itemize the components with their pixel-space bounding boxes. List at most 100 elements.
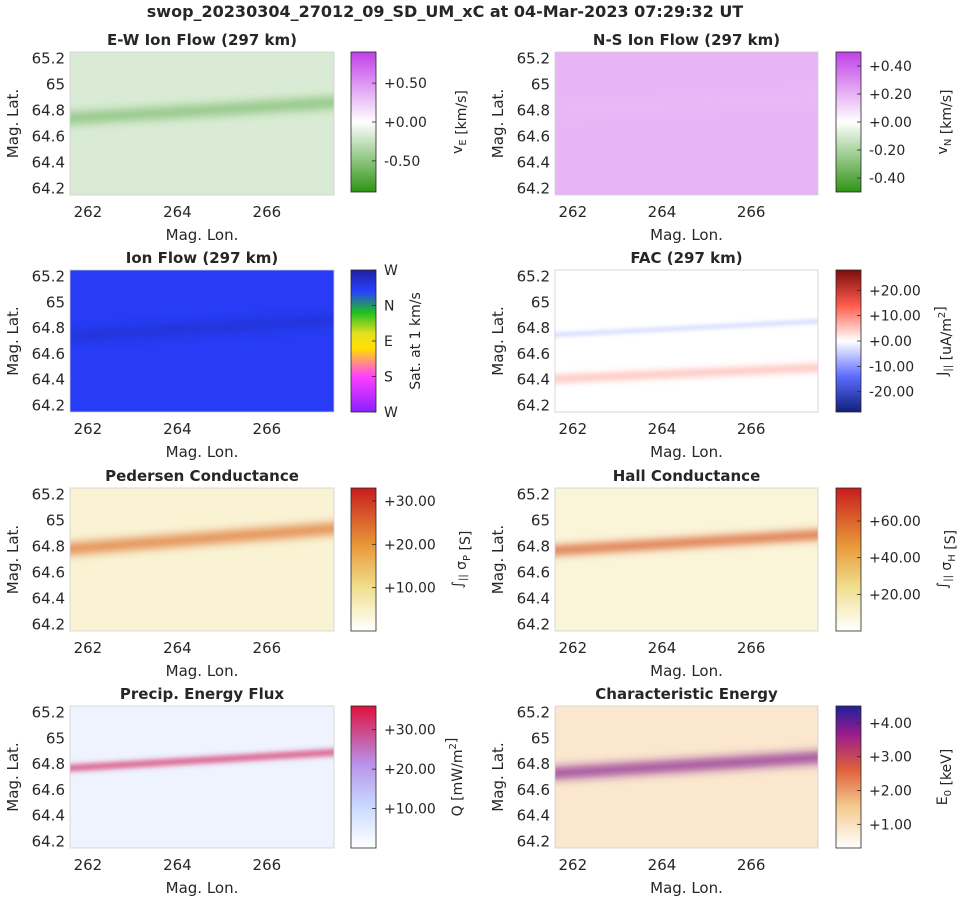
y-tick-label: 64.6: [517, 781, 550, 799]
colorbar-tick-label: +0.50: [384, 76, 427, 92]
colorbar-tick-label: +10.00: [869, 309, 921, 325]
colorbar-label: Sat. at 1 km/s: [408, 292, 424, 390]
colorbar-tick-label: +1.00: [869, 817, 912, 833]
y-tick-label: 64.2: [517, 833, 550, 851]
x-axis-label: Mag. Lon.: [166, 879, 239, 897]
x-axis-label: Mag. Lon.: [166, 443, 239, 461]
colorbar-label: E0 [keV]: [935, 749, 955, 805]
y-tick-label: 65: [46, 293, 65, 311]
heatmap-band: [555, 530, 818, 555]
heatmap-band: [70, 749, 334, 771]
heatmap-field: [555, 52, 818, 195]
axes-box: [69, 705, 335, 849]
panel-char: Characteristic Energy 65.2 65 64.8 64.6 64.4 6…: [489, 685, 955, 897]
y-tick-label: 64.6: [32, 781, 65, 799]
y-axis-label: Mag. Lat.: [4, 525, 22, 594]
y-tick-label: 64.4: [517, 154, 550, 172]
colorbar: [350, 487, 377, 632]
x-tick-label: 266: [737, 639, 766, 657]
colorbar-tick-label: +0.00: [869, 115, 912, 131]
axes-box: [554, 487, 819, 632]
panel-hall: Hall Conductance 65.2 65 64.8 64.6 64.4 64.2 26…: [489, 467, 959, 680]
y-tick-label: 64.4: [517, 807, 550, 825]
x-tick-label: 262: [559, 856, 588, 874]
y-tick-label: 64.4: [32, 807, 65, 825]
heatmap-band: [70, 523, 334, 554]
panel-title: Characteristic Energy: [595, 685, 778, 703]
axes-box: [554, 705, 819, 849]
x-tick-label: 264: [648, 420, 677, 438]
colorbar-tick-label: W: [384, 405, 398, 421]
colorbar-tick-label: N: [384, 299, 394, 315]
y-tick-label: 64.2: [32, 397, 65, 415]
panel-title: N-S Ion Flow (297 km): [593, 31, 780, 49]
y-tick-label: 64.2: [517, 397, 550, 415]
x-tick-label: 264: [163, 856, 192, 874]
colorbar-tick-label: +20.00: [384, 762, 436, 778]
heatmap-field: [70, 270, 334, 412]
y-tick-label: 64.6: [32, 564, 65, 582]
heatmap-band: [555, 364, 818, 383]
y-tick-label: 65: [46, 512, 65, 530]
panel-title: Hall Conductance: [613, 467, 761, 485]
y-tick-label: 64.6: [32, 128, 65, 146]
colorbar-tick-label: +0.40: [869, 59, 912, 75]
x-tick-label: 266: [253, 639, 282, 657]
colorbar-tick-label: -0.20: [869, 143, 905, 159]
heatmap-field: [70, 488, 334, 631]
y-tick-label: 64.4: [32, 371, 65, 389]
panel-flow: Ion Flow (297 km) 65.2 65 64.8 64.6 64.4 64.2 2…: [4, 249, 424, 461]
heatmap-field: [555, 488, 818, 631]
colorbar: [835, 487, 862, 632]
colorbar-tick-label: S: [384, 370, 393, 386]
y-axis-label: Mag. Lat.: [489, 742, 507, 811]
colorbar-tick-label: +20.00: [384, 537, 436, 553]
y-tick-label: 65: [531, 512, 550, 530]
colorbar-tick-label: +40.00: [869, 551, 921, 567]
colorbar: [350, 705, 377, 849]
colorbar-label: Q [mW/m2]: [444, 738, 466, 817]
heatmap-band: [70, 315, 334, 341]
y-tick-label: 64.4: [517, 371, 550, 389]
x-tick-label: 264: [648, 639, 677, 657]
y-tick-label: 64.2: [32, 180, 65, 198]
colorbar-tick-label: +0.20: [869, 87, 912, 103]
axes-box: [69, 51, 335, 196]
y-tick-label: 65.2: [517, 267, 550, 285]
heatmap-field: [70, 706, 334, 848]
colorbar-tick-label: -20.00: [869, 385, 914, 401]
axes-box: [554, 269, 819, 413]
axes-box: [554, 51, 819, 196]
y-tick-label: 65.2: [517, 50, 550, 68]
panel-title: Ion Flow (297 km): [126, 249, 278, 267]
x-tick-label: 262: [74, 420, 103, 438]
colorbar-label: J|| [uA/m2]: [933, 306, 955, 376]
y-axis-label: Mag. Lat.: [489, 306, 507, 375]
x-tick-label: 262: [559, 639, 588, 657]
colorbar-label: vE [km/s]: [450, 90, 470, 154]
colorbar-label: vN [km/s]: [935, 90, 955, 155]
y-tick-label: 64.2: [32, 833, 65, 851]
colorbar-tick-label: +20.00: [869, 283, 921, 299]
colorbar: [835, 705, 862, 849]
x-axis-label: Mag. Lon.: [650, 662, 723, 680]
panel-ns: N-S Ion Flow (297 km) 65.2 65 64.8 64.6 64.4 6…: [489, 31, 955, 244]
heatmap-field: [555, 706, 818, 848]
y-tick-label: 64.8: [32, 538, 65, 556]
x-tick-label: 264: [163, 203, 192, 221]
panel-title: Pedersen Conductance: [105, 467, 299, 485]
y-tick-label: 64.6: [517, 345, 550, 363]
x-tick-label: 262: [559, 420, 588, 438]
y-tick-label: 64.6: [32, 345, 65, 363]
y-tick-label: 64.2: [517, 616, 550, 634]
x-axis-label: Mag. Lon.: [650, 443, 723, 461]
colorbar-tick-label: +0.00: [869, 334, 912, 350]
colorbar-tick-label: +30.00: [384, 723, 436, 739]
heatmap-background: [70, 270, 334, 412]
panel-title: Precip. Energy Flux: [120, 685, 285, 703]
y-tick-label: 64.8: [517, 538, 550, 556]
y-tick-label: 64.4: [32, 154, 65, 172]
colorbar-tick-label: +10.00: [384, 802, 436, 818]
colorbar-tick-label: +60.00: [869, 514, 921, 530]
